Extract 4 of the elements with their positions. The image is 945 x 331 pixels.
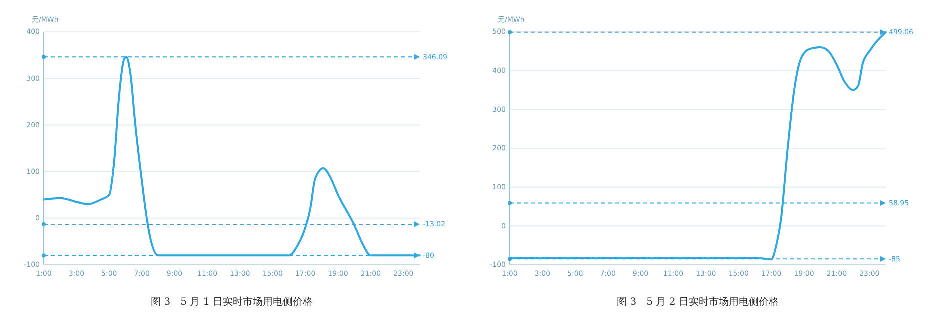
text: 图 3 5 月 1 日实时市场用电侧价格 (151, 296, 313, 308)
line-series (509, 31, 887, 261)
line-series (43, 56, 421, 257)
text: 图 3 5 月 2 日实时市场用电侧价格 (617, 296, 779, 308)
